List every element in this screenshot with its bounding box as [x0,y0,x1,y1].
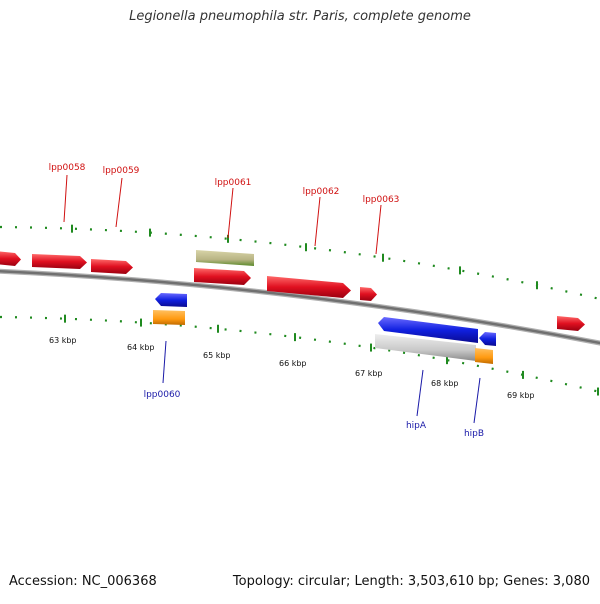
feature-block[interactable] [153,310,185,325]
feature-arrow[interactable] [91,259,133,274]
feature-block[interactable] [375,334,476,361]
gene-label-lpp0062[interactable]: lpp0062 [303,187,340,197]
gene-label-lpp0061[interactable]: lpp0061 [215,178,252,188]
forward-strand-features [0,250,585,331]
label-leaders [63,174,481,424]
gene-label-lpp0060[interactable]: lpp0060 [144,390,181,400]
feature-arrow[interactable] [378,317,478,343]
feature-arrow[interactable] [557,316,585,331]
forward-tick-track [0,225,600,301]
genome-title: Legionella pneumophila str. Paris, compl… [129,9,471,24]
genome-summary-text: Topology: circular; Length: 3,503,610 bp… [232,574,590,589]
gene-label-hipB[interactable]: hipB [464,429,484,439]
scale-labels: 63 kbp 64 kbp 65 kbp 66 kbp 67 kbp 68 kb… [49,336,535,400]
scale-label-64kbp: 64 kbp [127,343,155,352]
accession-text: Accession: NC_006368 [9,574,157,589]
feature-arrow[interactable] [194,268,251,285]
scale-label-69kbp: 69 kbp [507,391,535,400]
gene-label-lpp0059[interactable]: lpp0059 [103,166,140,176]
scale-label-63kbp: 63 kbp [49,336,77,345]
major-tick-marks [64,224,599,396]
feature-arrow[interactable] [0,251,21,266]
scale-label-66kbp: 66 kbp [279,359,307,368]
scale-label-68kbp: 68 kbp [431,379,459,388]
feature-arrow[interactable] [479,332,496,346]
feature-arrow[interactable] [360,287,377,301]
feature-block[interactable] [196,250,254,266]
scale-label-65kbp: 65 kbp [203,351,231,360]
genome-backbone [0,268,600,346]
feature-arrow[interactable] [155,293,187,307]
feature-arrow[interactable] [32,254,87,269]
reverse-tick-track [0,315,600,394]
scale-label-67kbp: 67 kbp [355,369,383,378]
gene-labels: lpp0058 lpp0059 lpp0061 lpp0062 lpp0063 … [49,163,484,439]
gene-label-hipA[interactable]: hipA [406,421,427,431]
feature-arrow[interactable] [267,276,351,298]
reverse-strand-features [153,293,496,364]
gene-label-lpp0063[interactable]: lpp0063 [363,195,400,205]
gene-label-lpp0058[interactable]: lpp0058 [49,163,86,173]
feature-block[interactable] [475,348,493,364]
